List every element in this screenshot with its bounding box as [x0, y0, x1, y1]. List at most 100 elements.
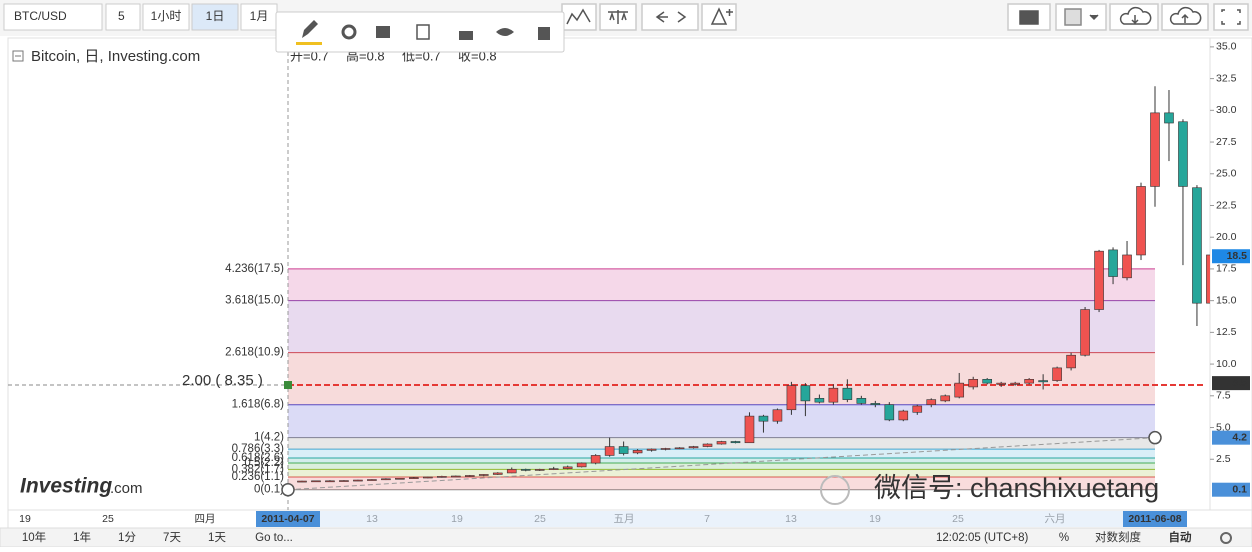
legend-title: Bitcoin, 日, Investing.com — [31, 48, 200, 65]
candle-body — [716, 441, 727, 445]
range-button[interactable]: 1天 — [208, 532, 226, 544]
candle-body — [940, 395, 951, 402]
fib-band — [288, 300, 1155, 353]
candle-body — [982, 379, 992, 384]
candle-body — [1010, 382, 1020, 385]
y-tick-label: 25.0 — [1216, 168, 1237, 180]
candle-body — [339, 480, 349, 482]
lock-icon[interactable] — [459, 31, 473, 40]
candle-body — [660, 448, 671, 450]
log-toggle[interactable]: 对数刻度 — [1095, 530, 1141, 544]
settings-button[interactable] — [1220, 532, 1232, 544]
x-highlight — [1123, 511, 1187, 527]
y-tick-label: 17.5 — [1216, 263, 1237, 275]
range-button[interactable]: 10年 — [22, 530, 46, 544]
x-tick-label: 25 — [102, 513, 114, 525]
candle-body — [604, 446, 615, 456]
pencil-icon[interactable] — [302, 20, 318, 38]
percent-toggle[interactable]: % — [1059, 532, 1069, 544]
interval: 5 — [118, 9, 125, 23]
fib-label: 0.618(2.6) — [232, 452, 285, 464]
range-button[interactable]: Go to... — [255, 532, 293, 544]
trend-handle[interactable] — [281, 482, 295, 497]
candle-body — [842, 387, 853, 400]
candle-body — [1066, 354, 1076, 369]
candle-body — [1080, 309, 1090, 356]
candle-body — [325, 480, 335, 483]
range-button[interactable]: 1分 — [118, 531, 136, 544]
trend-line — [287, 437, 1156, 491]
candle-body — [451, 475, 461, 478]
interval-box[interactable] — [105, 3, 141, 31]
price-tag-label: 8.5 — [1232, 377, 1247, 389]
price-tag — [1212, 249, 1250, 264]
price-tag-label: 18.5 — [1227, 250, 1248, 262]
y-tick-label: 7.5 — [1216, 390, 1231, 402]
settings-icon[interactable] — [341, 24, 357, 40]
y-tick-label: 12.5 — [1216, 326, 1237, 338]
x-highlight — [256, 511, 320, 527]
candle-body — [437, 476, 447, 478]
candle-body — [856, 398, 867, 404]
y-tick-label: 5.0 — [1216, 421, 1231, 433]
range-button[interactable]: 1年 — [73, 530, 91, 544]
fib-label: 0(0.1) — [254, 484, 284, 496]
y-tick-label: 2.5 — [1216, 453, 1231, 465]
fib-band — [288, 477, 1155, 490]
candle-body — [688, 446, 699, 449]
fib-label: 0.382(1.7) — [232, 463, 285, 475]
fib-band — [288, 449, 1155, 458]
logo-suffix: .com — [110, 480, 143, 497]
candle-body — [772, 409, 783, 422]
button-label: 1小时 — [151, 9, 182, 23]
fib-band — [288, 463, 1155, 470]
candle-body — [744, 415, 755, 444]
symbol-box[interactable] — [3, 3, 103, 31]
candle-body — [996, 382, 1006, 385]
fill-icon[interactable] — [376, 26, 390, 38]
fib-band — [288, 469, 1155, 478]
range-button[interactable]: 7天 — [163, 532, 181, 544]
price-tag-label: 4.2 — [1232, 431, 1247, 443]
candle-body — [954, 382, 965, 398]
candle-body — [353, 479, 363, 482]
candle-body — [576, 462, 587, 468]
candle-body — [702, 443, 713, 447]
candle-body — [478, 474, 489, 476]
button[interactable] — [142, 3, 190, 31]
symbol: BTC/USD — [14, 9, 67, 23]
button[interactable] — [240, 3, 278, 31]
y-tick-label: 15.0 — [1216, 294, 1237, 306]
candle-body — [395, 477, 405, 480]
fib-label: 2.618(10.9) — [225, 347, 284, 359]
button-label: 1日 — [206, 9, 225, 23]
candle-body — [926, 399, 937, 405]
fib-label: 1.618(6.8) — [232, 399, 285, 411]
candle-body — [1052, 367, 1062, 381]
candle-body — [590, 455, 601, 464]
trend-handle[interactable] — [1148, 430, 1162, 445]
auto-toggle[interactable]: 自动 — [1169, 530, 1192, 544]
candle-body — [534, 469, 545, 471]
toolbar-icons[interactable] — [561, 3, 1249, 31]
candle-body — [548, 468, 559, 470]
candle-body — [814, 398, 825, 403]
candle-body — [506, 469, 517, 474]
eye-icon[interactable] — [496, 28, 514, 36]
fib-label: 4.236(17.5) — [225, 263, 284, 275]
candle-body — [1206, 254, 1210, 304]
price-tag — [1212, 430, 1250, 445]
candle-body — [730, 441, 741, 444]
x-highlight-label: 2011-04-07 — [261, 513, 314, 525]
fib-band — [288, 404, 1155, 438]
button[interactable] — [191, 3, 239, 31]
trash-icon[interactable] — [538, 27, 550, 40]
clone-icon[interactable] — [416, 24, 430, 40]
fib-label: 0.786(3.3) — [232, 443, 285, 455]
candle-body — [464, 475, 475, 477]
candle-body — [968, 379, 979, 388]
candle-body — [311, 480, 321, 483]
candle-body — [618, 446, 629, 454]
